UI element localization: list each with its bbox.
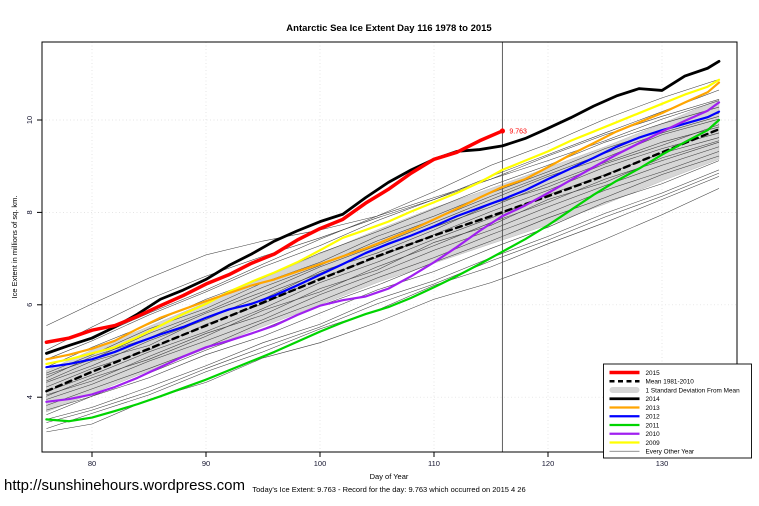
other-year-line (46, 100, 720, 326)
record-point (499, 128, 505, 134)
series-line-mean-1981-2010 (45, 128, 721, 393)
chart-title: Antarctic Sea Ice Extent Day 116 1978 to… (286, 23, 492, 34)
series-line-2012 (45, 110, 721, 369)
y-tick-label: 8 (25, 210, 34, 214)
legend-item-label: 2014 (646, 396, 661, 403)
x-tick-label: 80 (88, 459, 96, 468)
record-value-label: 9.763 (509, 128, 527, 135)
source-url: http://sunshinehours.wordpress.com (4, 477, 245, 494)
year-series-lines (44, 59, 721, 423)
other-year-line (46, 98, 720, 360)
legend-item-label: 2009 (646, 440, 661, 447)
other-year-line (46, 140, 720, 396)
other-year-line (46, 141, 720, 397)
other-year-line (46, 169, 720, 420)
legend-item-label: 1 Standard Deviation From Mean (646, 387, 741, 394)
legend-item-label: 2010 (646, 431, 661, 438)
x-tick-label: 120 (542, 459, 555, 468)
x-axis-title: Day of Year (370, 472, 409, 481)
other-year-line (46, 160, 720, 416)
other-year-line (46, 112, 720, 374)
series-line-2010 (45, 101, 721, 403)
legend-item-label: Every Other Year (646, 449, 696, 456)
legend-band-swatch (609, 387, 640, 393)
other-year-line (46, 172, 720, 423)
other-year-line (46, 124, 720, 382)
axes: 80 90 100 110 120 130 4 6 8 10 (25, 116, 668, 468)
legend-item-label: 2013 (646, 405, 661, 412)
plot-border (41, 41, 738, 453)
other-year-line (46, 132, 720, 388)
x-tick-label: 90 (202, 459, 210, 468)
legend-item-label: Mean 1981-2010 (646, 379, 695, 386)
x-tick-label: 110 (428, 459, 440, 468)
y-axis-title: Ice Extent in millions of sq. km. (10, 196, 19, 299)
other-year-line (46, 151, 720, 406)
other-year-line (46, 89, 720, 351)
y-tick-label: 4 (25, 395, 34, 399)
legend-item-label: 2012 (646, 414, 661, 421)
legend-item-label: 2011 (646, 422, 660, 429)
series-line-2014 (45, 59, 721, 355)
other-year-line (46, 146, 720, 400)
y-tick-label: 10 (25, 116, 34, 124)
y-tick-label: 6 (25, 303, 34, 307)
x-tick-label: 130 (656, 459, 669, 468)
series-line-2009 (45, 78, 721, 366)
footnote-record-text: Today's Ice Extent: 9.763 - Record for t… (252, 485, 525, 494)
legend-item-label: 2015 (646, 370, 661, 377)
record-annotation: 9.763 (499, 128, 527, 135)
series-line-2011 (45, 118, 721, 423)
x-tick-label: 100 (314, 459, 327, 468)
series-line-2015 (44, 129, 505, 344)
series-line-2013 (45, 81, 721, 361)
